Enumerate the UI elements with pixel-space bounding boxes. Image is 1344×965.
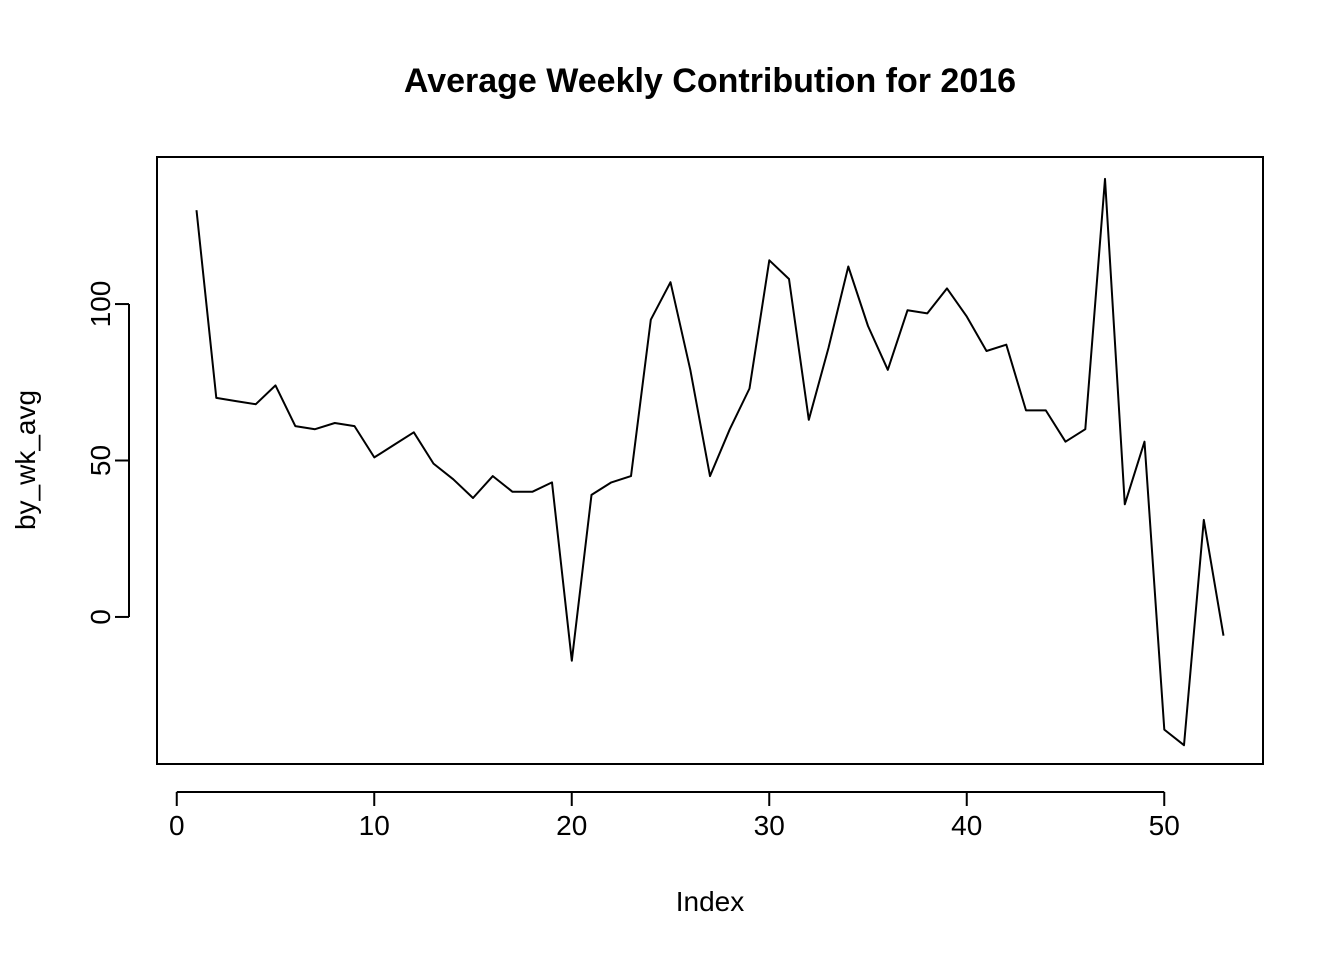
x-tick-label: 10 [359,810,390,841]
x-tick-label: 40 [951,810,982,841]
y-axis: 0 50 100 [85,281,130,625]
y-tick-label: 0 [85,609,116,625]
x-tick-label: 30 [754,810,785,841]
x-axis-label: Index [676,886,745,917]
plot-frame [156,156,1264,765]
series-layer [195,177,1225,747]
series-line [195,177,1225,747]
y-axis-label: by_wk_avg [10,390,41,530]
x-tick-label: 50 [1149,810,1180,841]
chart-title: Average Weekly Contribution for 2016 [404,62,1016,100]
x-tick-label: 20 [556,810,587,841]
x-tick-label: 0 [169,810,185,841]
x-axis: 0 10 20 30 40 50 [169,791,1180,841]
y-tick-label: 50 [85,445,116,476]
y-tick-label: 100 [85,281,116,328]
